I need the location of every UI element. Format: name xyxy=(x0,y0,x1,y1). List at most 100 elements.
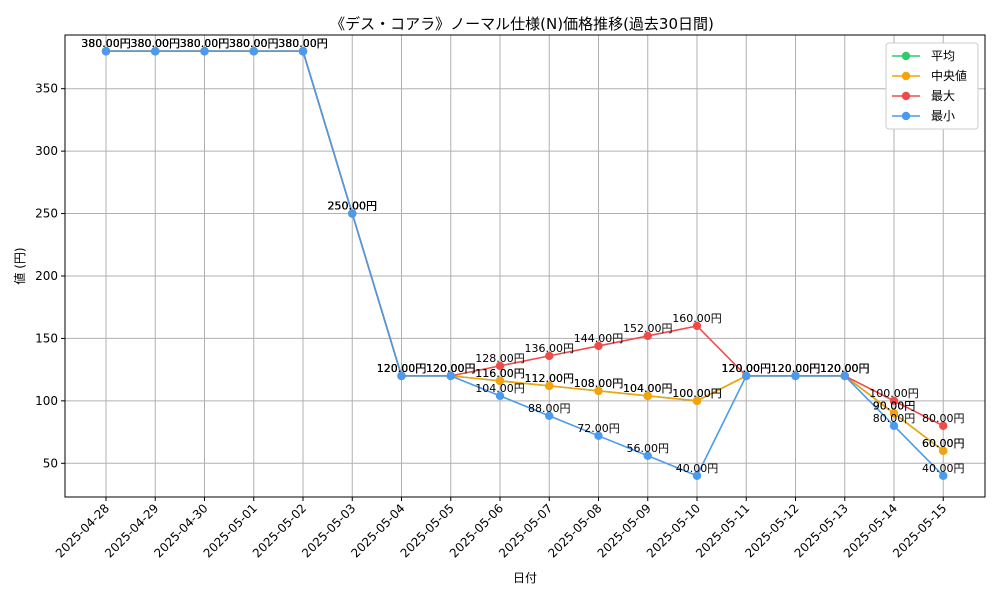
data-label: 380.00円 xyxy=(131,37,181,50)
data-label: 120.00円 xyxy=(722,362,772,375)
data-point xyxy=(692,471,702,480)
data-label: 108.00円 xyxy=(574,377,624,390)
chart-title: 《デス・コアラ》ノーマル仕様(N)価格推移(過去30日間) xyxy=(330,15,714,33)
plot-area xyxy=(64,34,986,498)
data-point xyxy=(249,47,258,56)
y-tick-label: 300 xyxy=(35,144,58,158)
data-label: 380.00円 xyxy=(278,37,328,50)
data-point xyxy=(348,209,357,218)
y-tick-label: 350 xyxy=(35,82,58,96)
data-point xyxy=(643,391,652,401)
data-label: 72.00円 xyxy=(577,422,620,435)
data-point xyxy=(545,351,554,361)
data-label: 120.00円 xyxy=(820,362,870,375)
data-point xyxy=(939,421,948,431)
data-label: 100.00円 xyxy=(672,387,722,400)
data-label: 60.00円 xyxy=(922,437,965,450)
legend-marker xyxy=(901,91,911,101)
data-label: 120.00円 xyxy=(426,362,476,375)
data-label: 380.00円 xyxy=(180,37,230,50)
data-point xyxy=(594,341,603,351)
data-point xyxy=(643,331,652,341)
axis-ticks: 2025-04-282025-04-292025-04-302025-05-01… xyxy=(35,82,949,561)
legend-marker xyxy=(901,71,911,81)
data-point xyxy=(495,376,505,386)
series-3 xyxy=(101,47,948,480)
data-label: 120.00円 xyxy=(426,362,476,375)
data-label: 120.00円 xyxy=(722,362,772,375)
data-label: 136.00円 xyxy=(525,342,575,355)
data-label: 120.00円 xyxy=(426,362,476,375)
data-label: 120.00円 xyxy=(377,362,427,375)
y-tick-label: 250 xyxy=(35,207,58,221)
data-label: 160.00円 xyxy=(672,312,722,325)
data-label: 90.00円 xyxy=(873,399,916,412)
legend-label: 平均 xyxy=(931,49,955,63)
grid xyxy=(65,35,985,497)
data-label: 60.00円 xyxy=(922,437,965,450)
data-label: 40.00円 xyxy=(922,462,965,475)
data-point xyxy=(840,371,849,381)
data-label: 250.00円 xyxy=(328,200,378,213)
data-point xyxy=(742,371,751,381)
legend-label: 最小 xyxy=(931,109,955,123)
data-point xyxy=(446,371,455,381)
data-label: 380.00円 xyxy=(278,37,328,50)
data-label: 380.00円 xyxy=(180,37,230,50)
data-point xyxy=(495,361,505,371)
data-label: 120.00円 xyxy=(377,362,427,375)
data-point xyxy=(594,431,603,441)
data-label: 144.00円 xyxy=(574,332,624,345)
data-label: 104.00円 xyxy=(623,382,673,395)
legend-marker xyxy=(901,111,911,121)
data-label: 104.00円 xyxy=(623,382,673,395)
y-tick-label: 100 xyxy=(35,394,58,408)
data-label: 116.00円 xyxy=(475,367,525,380)
data-label: 120.00円 xyxy=(722,362,772,375)
data-label: 116.00円 xyxy=(475,367,525,380)
data-label: 380.00円 xyxy=(229,37,279,50)
data-label: 380.00円 xyxy=(278,37,328,50)
data-label: 120.00円 xyxy=(377,362,427,375)
legend-label: 最大 xyxy=(931,89,955,103)
data-label: 40.00円 xyxy=(676,462,719,475)
series-lines xyxy=(101,47,948,480)
y-tick-label: 150 xyxy=(35,331,58,345)
data-label: 100.00円 xyxy=(672,387,722,400)
data-point xyxy=(939,446,948,455)
data-label: 380.00円 xyxy=(278,37,328,50)
data-label: 90.00円 xyxy=(873,399,916,412)
data-point xyxy=(889,409,899,418)
data-point xyxy=(889,421,899,431)
data-point xyxy=(594,386,603,396)
data-labels: 380.00円 380.00円 380.00円 380.00円 380.00円250.0… xyxy=(81,37,964,475)
data-label: 56.00円 xyxy=(627,442,670,455)
data-label: 120.00円 xyxy=(771,362,821,375)
data-label: 250.00円 xyxy=(328,200,378,213)
data-point xyxy=(495,391,505,401)
data-label: 380.00円 xyxy=(131,37,181,50)
data-label: 100.00円 xyxy=(869,387,919,400)
data-label: 250.00円 xyxy=(328,200,378,213)
y-axis-label: 値 (円) xyxy=(12,247,27,284)
data-label: 380.00円 xyxy=(131,37,181,50)
data-label: 120.00円 xyxy=(377,362,427,375)
data-point xyxy=(397,371,406,381)
data-point xyxy=(889,396,899,406)
data-point xyxy=(298,47,308,56)
data-label: 120.00円 xyxy=(820,362,870,375)
data-label: 380.00円 xyxy=(229,37,279,50)
data-label: 128.00円 xyxy=(475,352,525,365)
data-label: 380.00円 xyxy=(180,37,230,50)
data-point xyxy=(200,47,209,56)
data-point xyxy=(692,321,702,331)
data-point xyxy=(101,47,111,56)
data-label: 250.00円 xyxy=(328,200,378,213)
data-label: 380.00円 xyxy=(81,37,131,50)
x-axis-label: 日付 xyxy=(513,571,537,585)
legend-marker xyxy=(901,51,911,61)
data-label: 108.00円 xyxy=(574,377,624,390)
y-tick-label: 50 xyxy=(43,456,58,470)
